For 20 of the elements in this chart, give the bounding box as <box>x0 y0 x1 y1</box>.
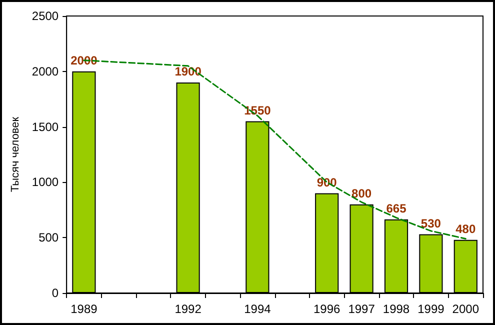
data-label: 800 <box>352 186 372 200</box>
y-tick-label: 1000 <box>32 175 59 190</box>
x-tick-label: 1992 <box>174 302 202 316</box>
y-tick-label: 500 <box>38 230 59 245</box>
y-tick-label: 1500 <box>32 120 59 134</box>
data-label: 665 <box>386 201 407 216</box>
x-tick-label: 2000 <box>452 302 480 316</box>
x-tick-label: 1998 <box>382 302 410 316</box>
data-label: 480 <box>456 222 476 236</box>
y-tick-label: 2000 <box>32 64 59 78</box>
y-tick-label: 2500 <box>32 9 59 23</box>
x-tick-label: 1999 <box>418 302 445 316</box>
data-label: 2000 <box>70 53 98 68</box>
y-tick-label: 0 <box>52 286 59 300</box>
x-tick-label: 1994 <box>244 302 272 316</box>
y-axis-title: Тысяч человек <box>10 116 22 192</box>
x-tick-label: 1997 <box>348 302 376 316</box>
data-label: 530 <box>420 216 442 230</box>
x-tick-label: 1989 <box>70 302 98 316</box>
x-tick-label: 1996 <box>313 302 341 316</box>
